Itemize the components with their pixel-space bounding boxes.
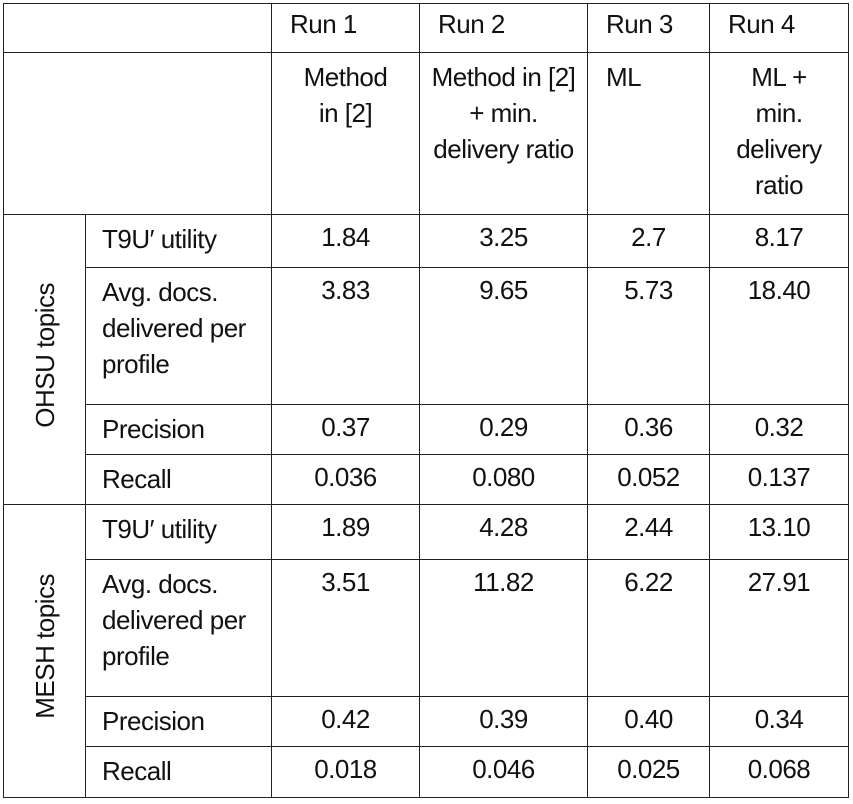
value-cell: 0.34 (709, 696, 849, 747)
value-cell: 0.37 (271, 404, 420, 455)
metric-label: Precision (85, 696, 272, 747)
value-cell: 3.51 (271, 559, 420, 697)
data-row: MESH topics T9U′ utility 1.89 4.28 2.44 13.10 (3, 504, 849, 798)
group-label: MESH topics (29, 574, 60, 719)
value-cell: 0.080 (419, 454, 588, 505)
metric-label: T9U′ utility (85, 214, 272, 268)
data-row: OHSU topics T9U′ utility 1.84 3.25 2.7 8.17 (3, 214, 849, 505)
data-row: Precision 0.37 0.29 0.36 0.32 (4, 404, 849, 455)
value-cell: 0.137 (709, 454, 849, 505)
results-table: Run 1 Run 2 Run 3 Run 4 Method in [2] Method … (3, 3, 849, 798)
header-row: Run 1 Run 2 Run 3 Run 4 (3, 3, 849, 53)
data-row: Recall 0.036 0.080 0.052 0.137 (4, 454, 849, 505)
data-row: Avg. docs. delivered per profile 3.51 11.8… (4, 559, 849, 697)
value-cell: 3.25 (419, 214, 588, 268)
value-cell: 11.82 (419, 559, 588, 697)
value-cell: 0.36 (587, 404, 710, 455)
data-row: Precision 0.42 0.39 0.40 0.34 (4, 696, 849, 747)
metric-label: Avg. docs. delivered per profile (85, 559, 272, 697)
value-cell: 3.83 (271, 267, 420, 405)
group-cell: MESH topics (3, 504, 86, 798)
value-cell: 0.29 (419, 404, 588, 455)
value-cell: 0.32 (709, 404, 849, 455)
value-cell: 13.10 (709, 504, 849, 560)
value-cell: 0.42 (271, 696, 420, 747)
value-cell: 1.89 (271, 504, 420, 560)
metric-label: Avg. docs. delivered per profile (85, 267, 272, 405)
method-header: Method in [2] (271, 52, 420, 215)
run-header: Run 3 (587, 3, 710, 53)
value-cell: 1.84 (271, 214, 420, 268)
run-header: Run 4 (709, 3, 849, 53)
method-header: ML (587, 52, 710, 215)
metric-label: Recall (85, 454, 272, 505)
value-cell: 0.052 (587, 454, 710, 505)
value-cell: 0.025 (587, 746, 710, 798)
group-label: OHSU topics (29, 282, 60, 428)
value-cell: 2.7 (587, 214, 710, 268)
value-cell: 2.44 (587, 504, 710, 560)
value-cell: 9.65 (419, 267, 588, 405)
value-cell: 8.17 (709, 214, 849, 268)
data-row: Avg. docs. delivered per profile 3.83 9.65… (4, 267, 849, 405)
table-body: Run 1 Run 2 Run 3 Run 4 Method in [2] Method … (3, 3, 849, 798)
method-row: Method in [2] Method in [2] + min. delive… (3, 52, 849, 215)
value-cell: 0.036 (271, 454, 420, 505)
corner-cell (3, 52, 272, 215)
metric-label: T9U′ utility (85, 504, 272, 560)
metric-label: Recall (85, 746, 272, 798)
value-cell: 0.068 (709, 746, 849, 798)
group-cell: OHSU topics (3, 214, 86, 505)
value-cell: 5.73 (587, 267, 710, 405)
method-header: Method in [2] + min. delivery ratio (419, 52, 588, 215)
method-header: ML + min. delivery ratio (709, 52, 849, 215)
value-cell: 6.22 (587, 559, 710, 697)
value-cell: 4.28 (419, 504, 588, 560)
value-cell: 0.018 (271, 746, 420, 798)
data-row: Recall 0.018 0.046 0.025 0.068 (4, 746, 849, 798)
value-cell: 0.40 (587, 696, 710, 747)
value-cell: 0.046 (419, 746, 588, 798)
run-header: Run 1 (271, 3, 420, 53)
run-header: Run 2 (419, 3, 588, 53)
value-cell: 0.39 (419, 696, 588, 747)
metric-label: Precision (85, 404, 272, 455)
value-cell: 18.40 (709, 267, 849, 405)
corner-cell (3, 3, 272, 53)
value-cell: 27.91 (709, 559, 849, 697)
